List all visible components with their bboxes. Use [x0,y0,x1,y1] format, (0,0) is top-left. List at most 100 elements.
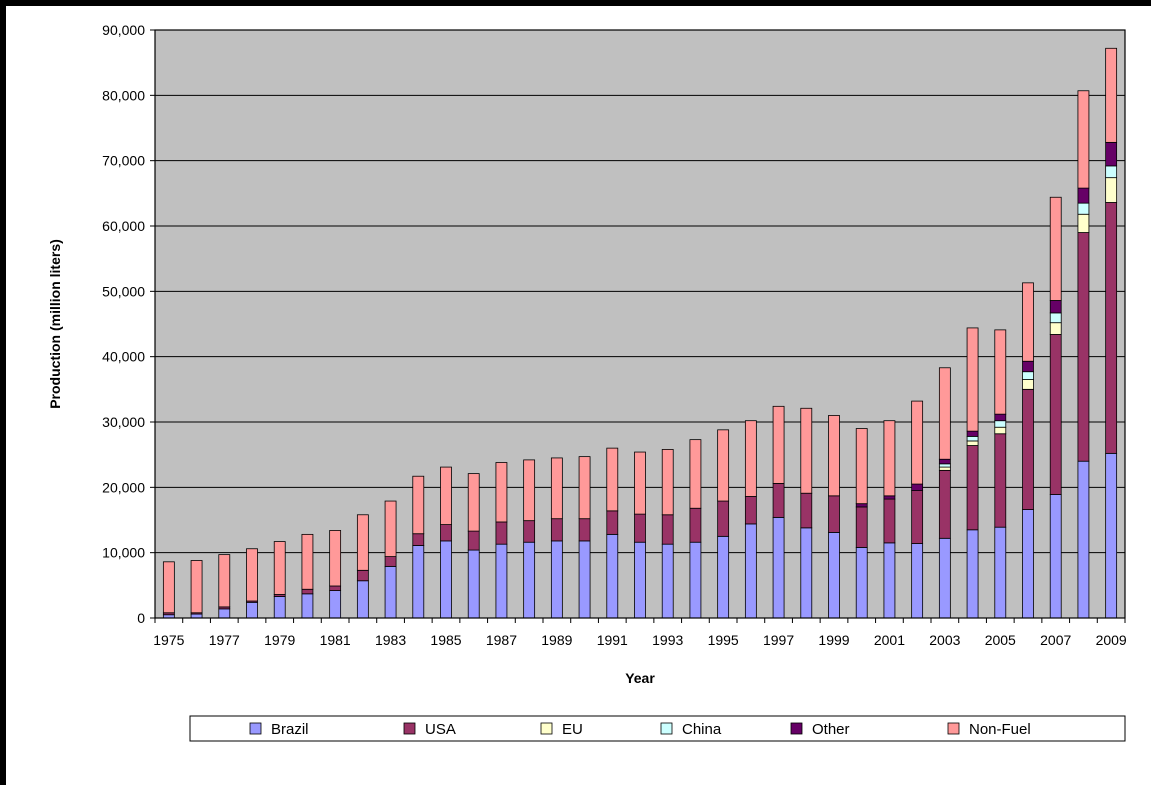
legend-swatch-eu [540,722,553,735]
bar-segment-brazil-1979 [273,596,286,619]
bar-segment-usa-2005 [994,433,1007,528]
legend-swatch-china [660,722,673,735]
bar-segment-usa-1985 [440,524,452,542]
bar-segment-brazil-2003 [938,537,951,619]
bar-segment-usa-1997 [772,483,785,518]
bar-segment-eu-2008 [1077,213,1090,233]
bar-segment-usa-2008 [1077,232,1090,462]
x-axis-title: Year [625,670,655,686]
bar-segment-brazil-2007 [1049,494,1062,619]
bar-segment-non-fuel-1990 [578,456,591,520]
bar-segment-non-fuel-1988 [523,459,536,522]
legend-box [189,715,1126,742]
bar-segment-china-2007 [1049,312,1062,324]
bar-segment-usa-1999 [828,495,840,533]
frame-left-border [0,0,6,785]
bar-segment-non-fuel-1977 [218,554,231,608]
bar-segment-brazil-1992 [634,541,646,619]
bar-segment-usa-1990 [578,518,591,542]
y-tick-label: 50,000 [102,283,145,299]
bar-segment-brazil-2004 [966,529,979,619]
x-tick-label-1993: 1993 [652,632,683,648]
bar-segment-brazil-2001 [883,542,896,619]
bar-segment-brazil-2000 [855,547,868,619]
bar-segment-brazil-1989 [550,540,563,619]
bar-segment-china-2003 [938,463,951,468]
bar-segment-non-fuel-1989 [550,457,563,520]
x-tick-label-2007: 2007 [1040,632,1071,648]
legend-label-china: China [682,721,722,738]
bar-segment-non-fuel-1994 [689,439,702,509]
bar-segment-usa-2007 [1049,334,1062,495]
bar-segment-usa-2003 [938,469,951,539]
x-tick-label-2009: 2009 [1096,632,1127,648]
bar-segment-brazil-1977 [218,608,231,619]
bar-segment-usa-1994 [689,507,702,543]
bar-segment-brazil-2009 [1105,452,1118,619]
bar-segment-eu-2004 [966,440,979,446]
bar-segment-usa-1996 [744,496,757,525]
bar-segment-china-2005 [994,420,1007,428]
bar-segment-non-fuel-2004 [966,327,979,432]
bar-segment-non-fuel-1986 [467,473,480,532]
bar-segment-usa-1983 [384,556,397,567]
x-tick-label-1977: 1977 [209,632,240,648]
bar-segment-brazil-1994 [689,541,702,619]
legend-label-non-fuel: Non-Fuel [969,721,1031,738]
bar-segment-china-2009 [1105,165,1118,179]
bar-segment-brazil-1991 [606,533,619,619]
legend-swatch-other [790,722,803,735]
bar-segment-non-fuel-1984 [412,475,425,535]
bar-segment-usa-1991 [606,510,619,535]
bar-segment-non-fuel-2007 [1049,196,1062,301]
bar-segment-usa-1981 [329,585,342,591]
bar-segment-non-fuel-2001 [883,420,896,497]
y-tick-label: 70,000 [102,153,145,169]
bar-segment-brazil-1996 [744,523,757,619]
bar-segment-other-2009 [1105,141,1118,167]
legend-label-eu: EU [562,721,583,738]
bar-segment-non-fuel-1992 [634,451,646,515]
bar-segment-brazil-1999 [828,532,840,619]
x-tick-label-1987: 1987 [486,632,517,648]
bar-segment-non-fuel-1975 [162,561,175,614]
bar-segment-non-fuel-1997 [772,405,785,484]
legend-swatch-usa [403,722,416,735]
legend-swatch-non-fuel [947,722,960,735]
bar-segment-usa-1980 [301,588,314,595]
legend-swatch-brazil [249,722,262,735]
x-tick-label-1997: 1997 [763,632,794,648]
bar-segment-usa-1987 [495,521,508,545]
y-tick-label: 80,000 [102,87,145,103]
x-tick-label-1995: 1995 [708,632,739,648]
bar-segment-other-2006 [1022,360,1034,373]
bar-segment-eu-2005 [994,426,1007,435]
x-tick-label-1991: 1991 [597,632,628,648]
bar-segment-usa-2004 [966,445,979,531]
bar-segment-brazil-1980 [301,593,314,619]
x-tick-label-1981: 1981 [320,632,351,648]
bar-segment-other-2002 [911,483,924,492]
bar-segment-brazil-1998 [800,527,813,619]
y-axis-ticks: 0 10,000 20,000 30,000 40,000 50,000 60,000 70,… [102,22,155,626]
bar-segment-china-2006 [1022,371,1034,380]
legend-label-brazil: Brazil [271,721,309,738]
bar-segment-usa-2006 [1022,388,1034,510]
bar-segment-usa-1992 [634,513,646,543]
y-tick-label: 40,000 [102,349,145,365]
bar-segment-brazil-1988 [523,541,536,619]
bar-segment-brazil-1982 [356,580,369,619]
bar-segment-non-fuel-1999 [828,415,840,497]
bar-segment-brazil-2002 [911,543,924,619]
bar-segment-usa-1998 [800,492,813,529]
bar-segment-non-fuel-1996 [744,420,757,497]
x-tick-label-1979: 1979 [264,632,295,648]
bar-segment-non-fuel-1976 [190,560,203,614]
x-tick-label-1989: 1989 [541,632,572,648]
bar-segment-non-fuel-1978 [246,548,258,602]
bar-segment-brazil-2005 [994,526,1007,619]
y-tick-label: 30,000 [102,414,145,430]
y-tick-label: 60,000 [102,218,145,234]
bar-segment-non-fuel-1993 [661,449,674,516]
bar-segment-eu-2006 [1022,379,1034,390]
